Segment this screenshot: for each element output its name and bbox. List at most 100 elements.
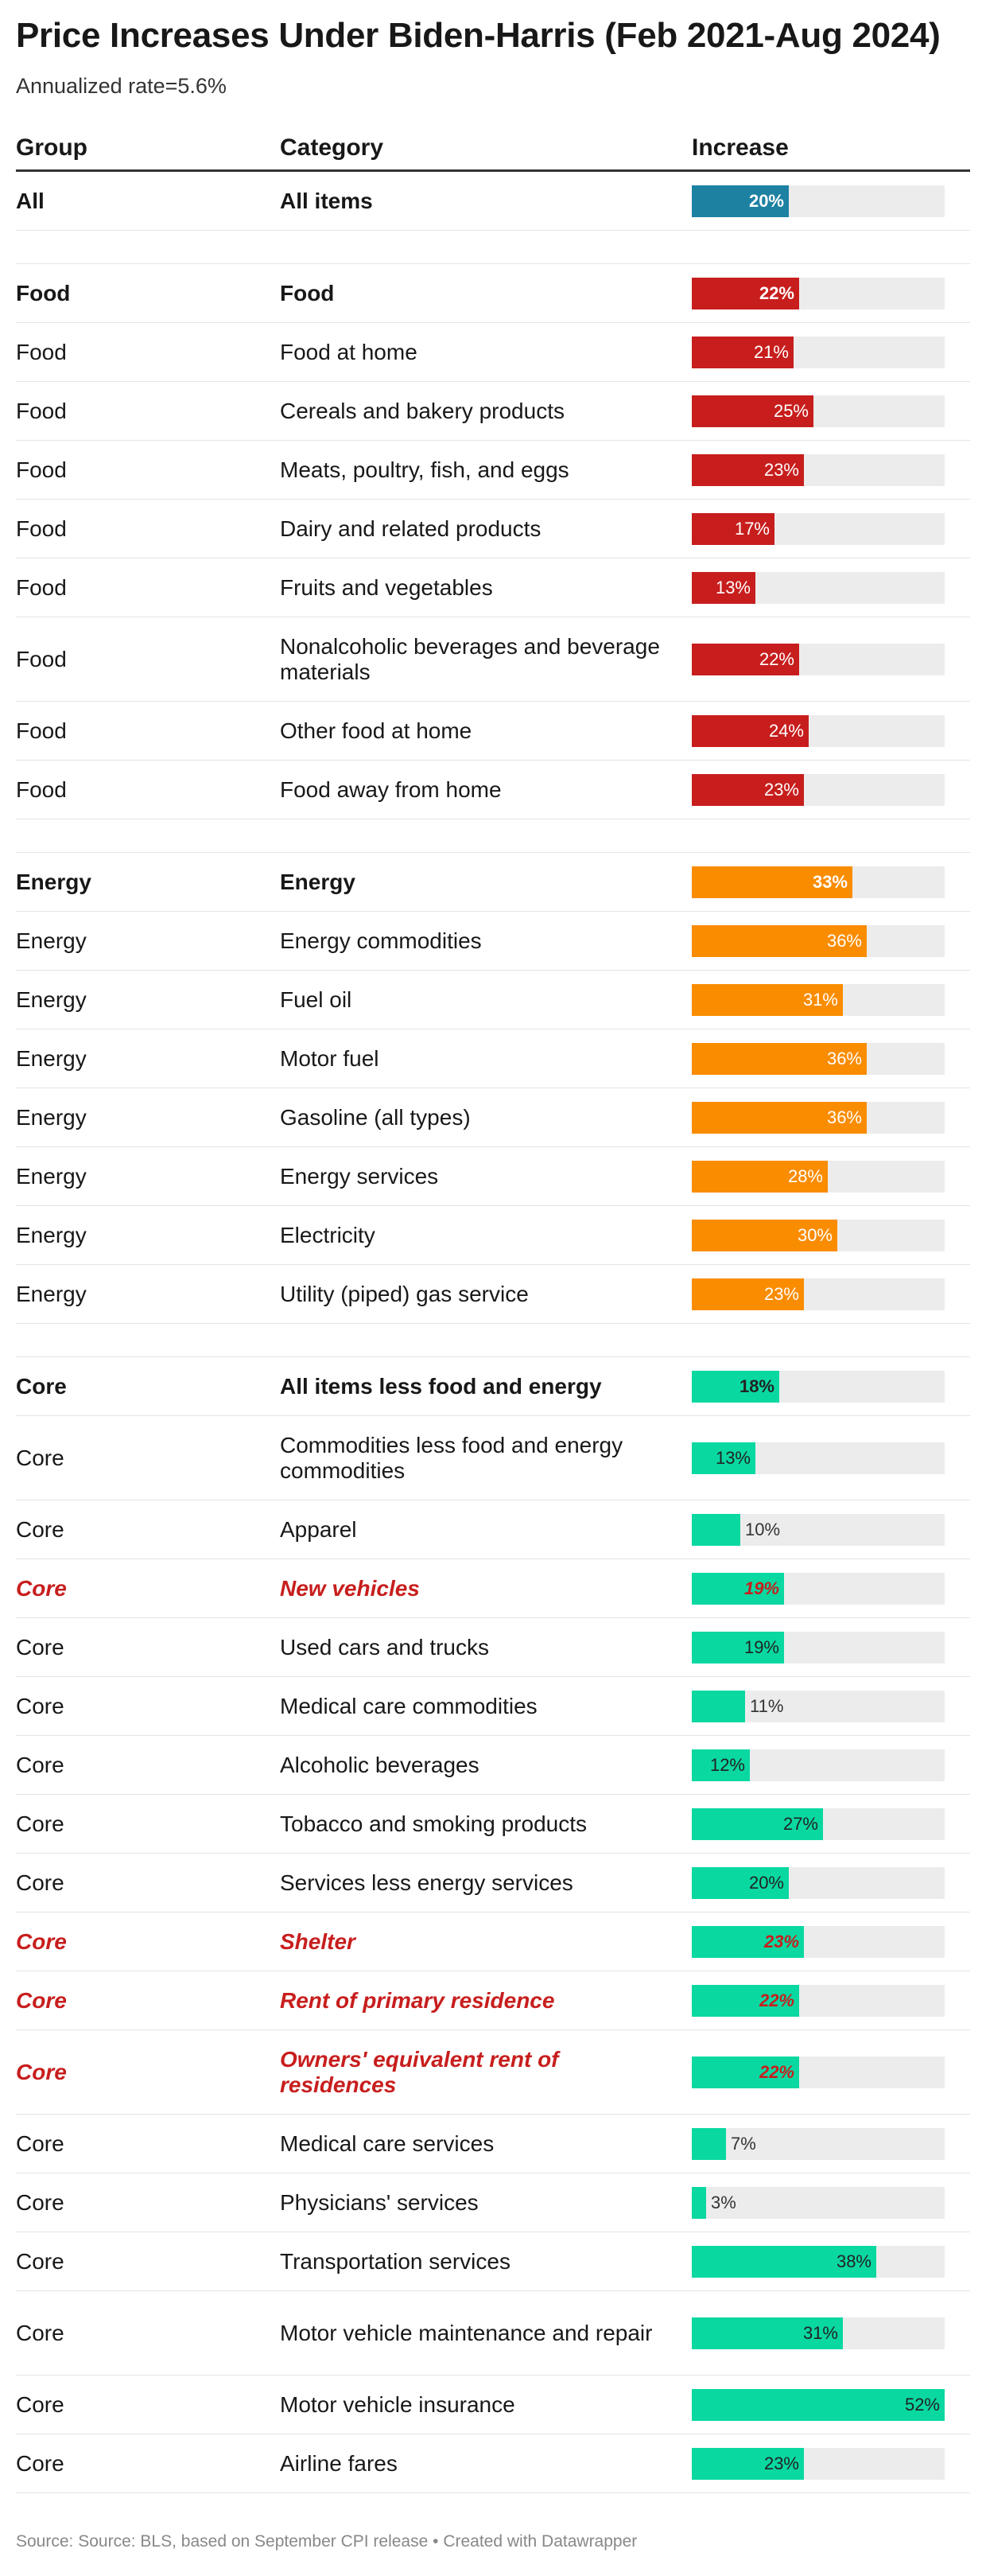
category-label: Tobacco and smoking products: [280, 1811, 587, 1836]
bar-track: 3%: [692, 2186, 945, 2219]
bar: [692, 185, 789, 217]
table-row: Core Owners' equivalent rent of residence…: [16, 2030, 970, 2115]
bar: [692, 1749, 750, 1781]
bar-value-label: 21%: [753, 341, 789, 362]
group-cell: Core: [16, 1373, 67, 1399]
increase-cell: 7%: [692, 2127, 970, 2160]
bar: [692, 1690, 745, 1722]
group-cell: Core: [16, 1445, 64, 1470]
group-cell: Core: [16, 1693, 64, 1718]
bar-track: 20%: [692, 185, 945, 217]
increase-cell: 23%: [692, 2447, 970, 2480]
category-cell: Services less energy services: [280, 1870, 692, 1896]
table-row: Core Medical care commodities 11%: [16, 1677, 970, 1736]
bar: [692, 924, 867, 957]
category-label: Transportation services: [280, 2248, 510, 2274]
group-cell: Core: [16, 2450, 64, 2476]
bar-track: 10%: [692, 1513, 945, 1546]
bar: [692, 2447, 804, 2480]
category-label: Shelter: [280, 1928, 355, 1954]
bar-track: 13%: [692, 1442, 945, 1474]
bar-value-label: 36%: [826, 1107, 862, 1127]
bar: [692, 1370, 779, 1403]
category-label: Apparel: [280, 1516, 357, 1542]
category-label: Medical care services: [280, 2130, 495, 2156]
table-row: Core Apparel 10%: [16, 1500, 970, 1559]
group-cell: All: [16, 188, 45, 213]
group-cell: Energy: [16, 1104, 87, 1130]
category-cell: Transportation services: [280, 2249, 692, 2274]
category-cell: Rent of primary residence: [280, 1988, 692, 2014]
category-label: Electricity: [280, 1222, 375, 1247]
bar-value-label: 52%: [904, 2394, 940, 2415]
group-cell: Food: [16, 516, 67, 541]
table-row: Energy Energy services 28%: [16, 1147, 970, 1206]
group-cell: Core: [16, 2320, 64, 2345]
bar-track: 31%: [692, 2317, 945, 2349]
category-cell: Dairy and related products: [280, 516, 692, 542]
increase-cell: 38%: [692, 2245, 970, 2278]
category-label: Owners' equivalent rent of residences: [280, 2046, 559, 2097]
bar-track: 22%: [692, 643, 945, 675]
table-row: Core Motor vehicle insurance 52%: [16, 2376, 970, 2434]
category-cell: Motor fuel: [280, 1046, 692, 1072]
bar-value-label: 23%: [763, 779, 799, 800]
table-row: Core Services less energy services 20%: [16, 1854, 970, 1913]
category-label: Rent of primary residence: [280, 1987, 555, 2013]
bar-track: 11%: [692, 1690, 945, 1722]
group-cell: Core: [16, 1928, 67, 1954]
group-cell: Energy: [16, 1222, 87, 1247]
bar-value-label: 12%: [709, 1754, 745, 1775]
increase-cell: 36%: [692, 1042, 970, 1075]
bar: [692, 2186, 706, 2219]
bar-value-label: 19%: [743, 1636, 779, 1657]
table-row: Food Other food at home 24%: [16, 702, 970, 761]
group-cell: Food: [16, 574, 67, 600]
increase-cell: 33%: [692, 866, 970, 898]
bar-track: 52%: [692, 2388, 945, 2421]
table-row: All All items 20%: [16, 172, 970, 231]
bar-value-label: 31%: [802, 989, 838, 1010]
group-spacer: [16, 231, 970, 264]
category-label: Energy services: [280, 1163, 439, 1189]
increase-cell: 25%: [692, 395, 970, 427]
bar-track: 36%: [692, 1101, 945, 1134]
bar: [692, 2127, 726, 2160]
table-row: Energy Utility (piped) gas service 23%: [16, 1265, 970, 1324]
category-label: Food at home: [280, 339, 417, 364]
group-cell: Food: [16, 776, 67, 802]
category-label: Motor fuel: [280, 1045, 379, 1071]
category-label: Nonalcoholic beverages and beverage mate…: [280, 633, 660, 684]
chart-subtitle: Annualized rate=5.6%: [16, 74, 227, 98]
bar-track: 25%: [692, 395, 945, 427]
category-cell: Apparel: [280, 1517, 692, 1543]
header-group: Group: [16, 134, 87, 161]
table-row: Energy Gasoline (all types) 36%: [16, 1088, 970, 1147]
increase-cell: 17%: [692, 512, 970, 545]
category-label: Alcoholic beverages: [280, 1752, 479, 1777]
increase-cell: 28%: [692, 1160, 970, 1193]
table-row: Food Cereals and bakery products 25%: [16, 382, 970, 441]
increase-cell: 31%: [692, 2317, 970, 2349]
group-cell: Food: [16, 646, 67, 671]
increase-cell: 13%: [692, 571, 970, 604]
category-cell: Motor vehicle insurance: [280, 2392, 692, 2418]
table-row: Core Airline fares 23%: [16, 2434, 970, 2493]
bar-track: 17%: [692, 512, 945, 545]
category-label: Energy: [280, 869, 355, 894]
bar-track: 36%: [692, 924, 945, 957]
group-cell: Core: [16, 2130, 64, 2156]
group-cell: Core: [16, 2189, 64, 2215]
category-cell: New vehicles: [280, 1576, 692, 1601]
bar-track: 19%: [692, 1631, 945, 1664]
category-cell: Motor vehicle maintenance and repair: [280, 2321, 692, 2346]
table-row: Core Motor vehicle maintenance and repair…: [16, 2291, 970, 2376]
category-cell: Owners' equivalent rent of residences: [280, 2047, 692, 2098]
category-cell: Medical care services: [280, 2131, 692, 2157]
increase-cell: 36%: [692, 1101, 970, 1134]
bar-value-label: 10%: [745, 1519, 781, 1539]
bar: [692, 2388, 945, 2421]
category-label: Fruits and vegetables: [280, 574, 493, 600]
category-cell: Medical care commodities: [280, 1694, 692, 1719]
bar: [692, 2056, 799, 2088]
